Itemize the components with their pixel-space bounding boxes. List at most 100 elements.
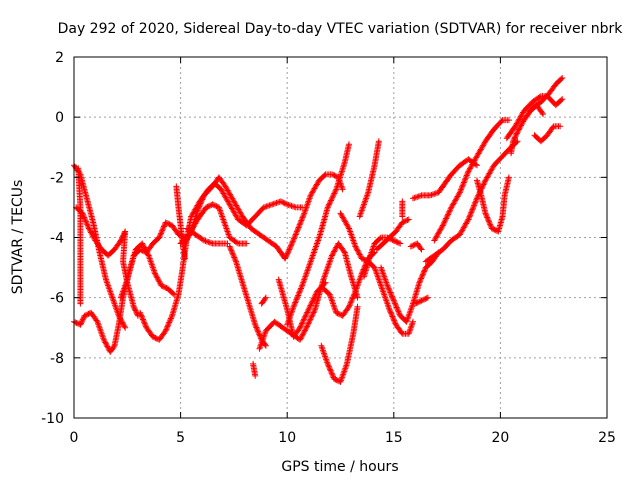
data-point-marker: [389, 313, 396, 320]
series-track: [226, 243, 269, 349]
data-point-marker: [88, 229, 95, 236]
data-point-marker: [311, 308, 318, 315]
data-point-marker: [299, 204, 306, 211]
data-point-marker: [331, 248, 338, 255]
data-point-marker: [410, 242, 417, 249]
data-point-marker: [390, 297, 397, 304]
data-point-marker: [428, 191, 435, 198]
data-point-marker: [321, 172, 328, 179]
series-track: [250, 360, 259, 379]
data-point-marker: [375, 138, 382, 145]
data-point-marker: [386, 306, 393, 313]
data-point-marker: [291, 300, 298, 307]
data-point-marker: [394, 239, 401, 246]
y-tick-label: -2: [50, 170, 64, 186]
series-track: [356, 138, 382, 220]
data-point-marker: [417, 298, 424, 305]
data-point-marker: [256, 331, 263, 338]
data-point-marker: [432, 190, 439, 197]
data-point-marker: [310, 295, 317, 302]
data-point-marker: [413, 300, 420, 307]
data-point-marker: [328, 369, 335, 376]
data-point-marker: [291, 302, 298, 309]
data-point-marker: [304, 309, 311, 316]
data-point-marker: [510, 138, 517, 145]
data-point-marker: [458, 185, 465, 192]
data-point-marker: [390, 296, 397, 303]
data-point-marker: [415, 193, 422, 200]
data-point-marker: [467, 212, 474, 219]
data-point-marker: [103, 342, 110, 349]
data-point-marker: [167, 315, 174, 322]
data-point-marker: [296, 288, 303, 295]
data-point-marker: [227, 244, 234, 251]
data-point-marker: [308, 301, 315, 308]
data-point-marker: [161, 329, 168, 336]
data-point-marker: [300, 213, 307, 220]
data-point-marker: [332, 245, 339, 252]
data-point-marker: [170, 290, 177, 297]
data-point-marker: [328, 252, 335, 259]
series-track: [531, 123, 564, 145]
series-track: [173, 183, 188, 262]
data-point-marker: [81, 312, 88, 319]
data-point-marker: [481, 178, 488, 185]
data-point-marker: [309, 310, 316, 317]
data-point-marker: [358, 255, 365, 262]
data-point-marker: [420, 270, 427, 277]
data-point-marker: [288, 202, 295, 209]
data-point-marker: [293, 296, 300, 303]
data-point-marker: [330, 249, 337, 256]
data-point-marker: [346, 302, 353, 309]
data-point-marker: [253, 324, 260, 331]
data-point-marker: [295, 292, 302, 299]
data-point-marker: [417, 192, 424, 199]
data-point-marker: [483, 213, 490, 220]
data-point-marker: [403, 217, 410, 224]
data-point-marker: [291, 234, 298, 241]
y-tick-label: 2: [55, 50, 64, 66]
data-point-marker: [307, 302, 314, 309]
data-point-marker: [328, 171, 335, 178]
data-point-marker: [326, 200, 333, 207]
data-point-marker: [418, 274, 425, 281]
data-point-marker: [481, 180, 488, 187]
data-point-marker: [260, 204, 267, 211]
data-point-marker: [202, 238, 209, 245]
data-point-marker: [296, 336, 303, 343]
data-point-marker: [332, 187, 339, 194]
data-point-marker: [80, 213, 87, 220]
data-point-marker: [393, 238, 400, 245]
data-series: [71, 75, 566, 385]
data-point-marker: [351, 291, 358, 298]
data-point-marker: [421, 267, 428, 274]
data-point-marker: [297, 218, 304, 225]
data-point-marker: [297, 286, 304, 293]
data-point-marker: [465, 216, 472, 223]
data-point-marker: [142, 323, 149, 330]
data-point-marker: [345, 224, 352, 231]
chart-title: Day 292 of 2020, Sidereal Day-to-day VTE…: [58, 21, 624, 37]
data-point-marker: [310, 296, 317, 303]
x-tick-label: 25: [598, 430, 616, 446]
data-point-marker: [471, 202, 478, 209]
data-point-marker: [287, 243, 294, 250]
data-point-marker: [376, 235, 383, 242]
data-point-marker: [346, 303, 353, 310]
data-point-marker: [89, 232, 96, 239]
data-point-marker: [307, 316, 314, 323]
data-point-marker: [73, 319, 80, 326]
data-point-marker: [299, 332, 306, 339]
data-point-marker: [285, 247, 292, 254]
data-point-marker: [139, 316, 146, 323]
data-point-marker: [391, 319, 398, 326]
data-point-marker: [394, 307, 401, 314]
data-point-marker: [386, 286, 393, 293]
data-point-marker: [204, 203, 211, 210]
data-point-marker: [329, 371, 336, 378]
data-point-marker: [327, 366, 334, 373]
data-point-marker: [387, 309, 394, 316]
data-point-marker: [300, 316, 307, 323]
data-point-marker: [513, 130, 520, 137]
data-point-marker: [154, 275, 161, 282]
